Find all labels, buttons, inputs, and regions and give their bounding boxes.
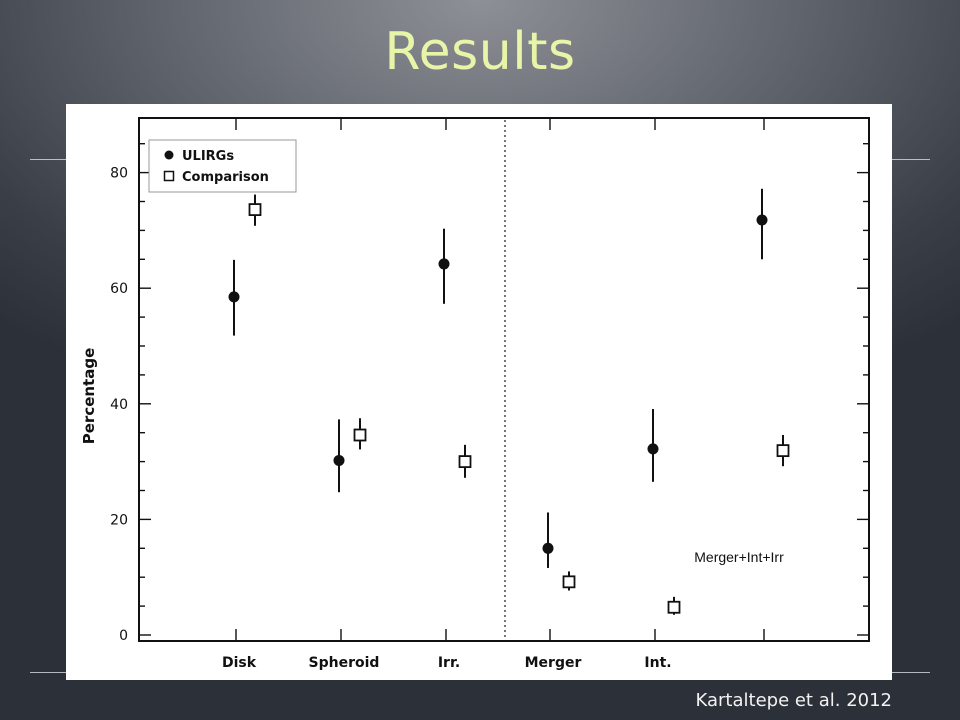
- comparison-point: [248, 203, 262, 216]
- comparison-point: [458, 455, 472, 469]
- title-rule-left: [30, 159, 66, 160]
- ulirgs-point: [542, 542, 554, 554]
- comparison-point: [667, 600, 681, 614]
- legend-comparison-label: Comparison: [182, 170, 269, 185]
- comparison-point: [562, 575, 576, 589]
- plot-frame: [138, 117, 870, 642]
- data-marks: [228, 188, 790, 615]
- y-tick-label: 0: [119, 628, 128, 644]
- x-category-label: Int.: [644, 655, 671, 671]
- x-category-label: Irr.: [438, 655, 460, 671]
- legend-ulirgs-label: ULIRGs: [182, 149, 234, 164]
- y-tick-label: 80: [110, 166, 128, 182]
- footer-rule-left: [30, 672, 66, 673]
- slide-title: Results: [384, 22, 576, 82]
- legend-comparison-marker: [163, 170, 175, 182]
- y-tick-label: 40: [110, 397, 128, 413]
- y-axis-label: Percentage: [80, 348, 98, 445]
- legend-box: [148, 139, 297, 193]
- legend: ULIRGs Comparison: [148, 139, 297, 193]
- ulirgs-point: [438, 258, 450, 270]
- comparison-point: [353, 428, 367, 442]
- footer-rule-right: [892, 672, 930, 673]
- ulirgs-point: [228, 291, 240, 303]
- x-category-label: Disk: [222, 655, 257, 671]
- x-category-label: Merger: [525, 655, 582, 671]
- citation: Kartaltepe et al. 2012: [695, 690, 893, 711]
- x-category-label: Spheroid: [309, 655, 380, 671]
- ulirgs-point: [756, 214, 768, 226]
- category-label-merger-int-irr: Merger+Int+Irr: [652, 549, 826, 565]
- results-chart: Percentage 0 20 40 60 80 Disk Spheroid Irr. Merg…: [80, 117, 870, 671]
- ulirgs-point: [333, 454, 345, 466]
- legend-ulirgs-marker: [164, 150, 174, 160]
- title-rule-right: [892, 159, 930, 160]
- y-tick-label: 60: [110, 281, 128, 297]
- ulirgs-point: [647, 443, 659, 455]
- figure-panel: Percentage 0 20 40 60 80 Disk Spheroid Irr. Merg…: [66, 104, 892, 680]
- comparison-point: [776, 444, 790, 458]
- axis-ticks: 0 20 40 60 80 Disk Spheroid Irr. Merger Int.: [110, 118, 869, 671]
- y-tick-label: 20: [110, 512, 128, 528]
